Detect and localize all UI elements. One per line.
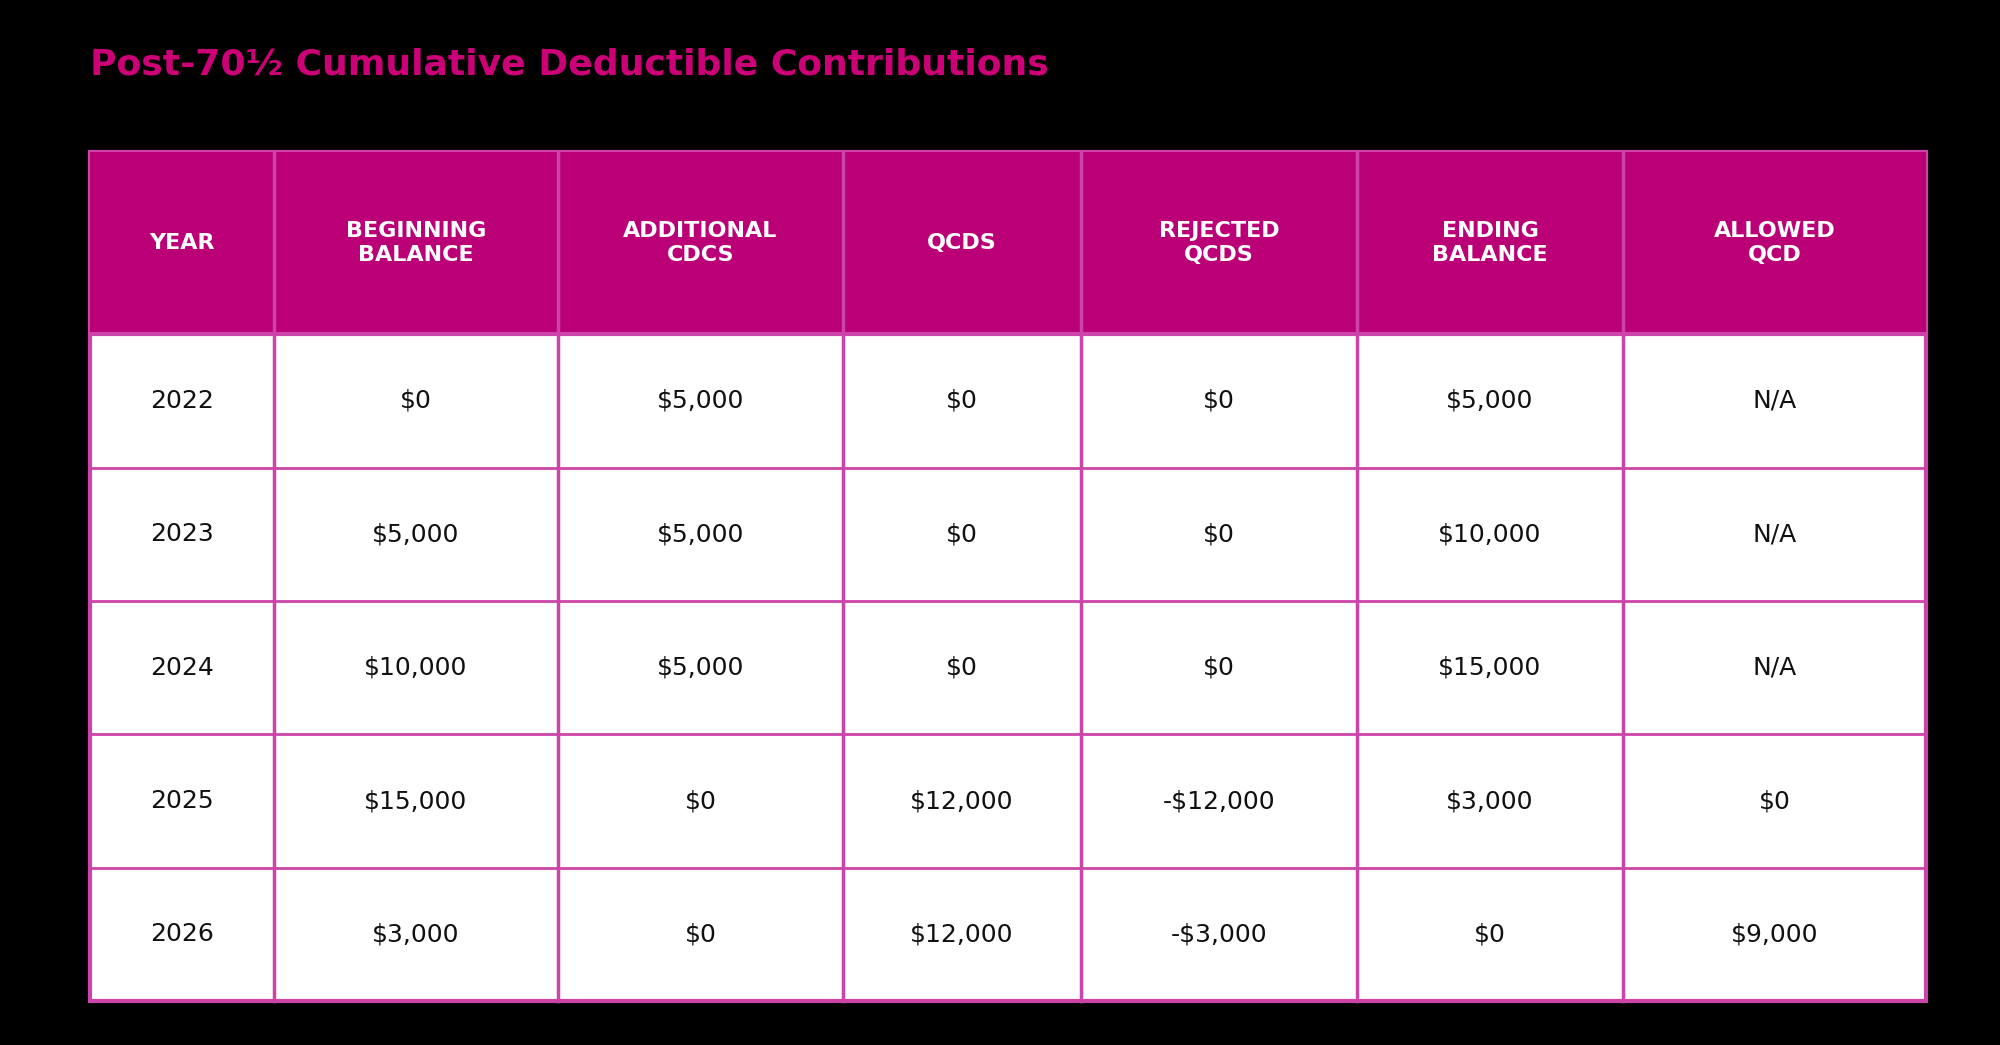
Text: $5,000: $5,000: [372, 522, 460, 547]
Text: N/A: N/A: [1752, 655, 1796, 679]
Text: 2025: 2025: [150, 789, 214, 813]
Text: -$12,000: -$12,000: [1162, 789, 1276, 813]
Text: $15,000: $15,000: [364, 789, 468, 813]
Text: $0: $0: [1204, 389, 1236, 413]
Text: ADDITIONAL
CDCS: ADDITIONAL CDCS: [624, 220, 778, 264]
Text: $12,000: $12,000: [910, 789, 1014, 813]
Text: $0: $0: [1474, 923, 1506, 947]
Text: N/A: N/A: [1752, 389, 1796, 413]
Text: $15,000: $15,000: [1438, 655, 1542, 679]
Text: $9,000: $9,000: [1730, 923, 1818, 947]
Text: $0: $0: [946, 389, 978, 413]
Text: $0: $0: [400, 389, 432, 413]
Text: 2022: 2022: [150, 389, 214, 413]
Text: $0: $0: [1204, 655, 1236, 679]
Text: -$3,000: -$3,000: [1170, 923, 1268, 947]
Text: $5,000: $5,000: [1446, 389, 1534, 413]
Text: $0: $0: [684, 789, 716, 813]
Text: $0: $0: [946, 655, 978, 679]
Text: $0: $0: [684, 923, 716, 947]
Text: Post-70½ Cumulative Deductible Contributions: Post-70½ Cumulative Deductible Contribut…: [90, 47, 1048, 82]
Text: $12,000: $12,000: [910, 923, 1014, 947]
Text: $0: $0: [1758, 789, 1790, 813]
Text: $3,000: $3,000: [1446, 789, 1534, 813]
Text: ENDING
BALANCE: ENDING BALANCE: [1432, 220, 1548, 264]
Text: $0: $0: [1204, 522, 1236, 547]
Text: ALLOWED
QCD: ALLOWED QCD: [1714, 220, 1836, 264]
Text: $5,000: $5,000: [656, 389, 744, 413]
Text: $10,000: $10,000: [1438, 522, 1542, 547]
Text: $0: $0: [946, 522, 978, 547]
Text: $5,000: $5,000: [656, 522, 744, 547]
Text: 2026: 2026: [150, 923, 214, 947]
Text: QCDS: QCDS: [928, 233, 996, 253]
Text: 2023: 2023: [150, 522, 214, 547]
Text: $3,000: $3,000: [372, 923, 460, 947]
Text: 2024: 2024: [150, 655, 214, 679]
Text: N/A: N/A: [1752, 522, 1796, 547]
Text: BEGINNING
BALANCE: BEGINNING BALANCE: [346, 220, 486, 264]
Text: $10,000: $10,000: [364, 655, 468, 679]
Text: REJECTED
QCDS: REJECTED QCDS: [1158, 220, 1280, 264]
Text: YEAR: YEAR: [150, 233, 214, 253]
Text: $5,000: $5,000: [656, 655, 744, 679]
